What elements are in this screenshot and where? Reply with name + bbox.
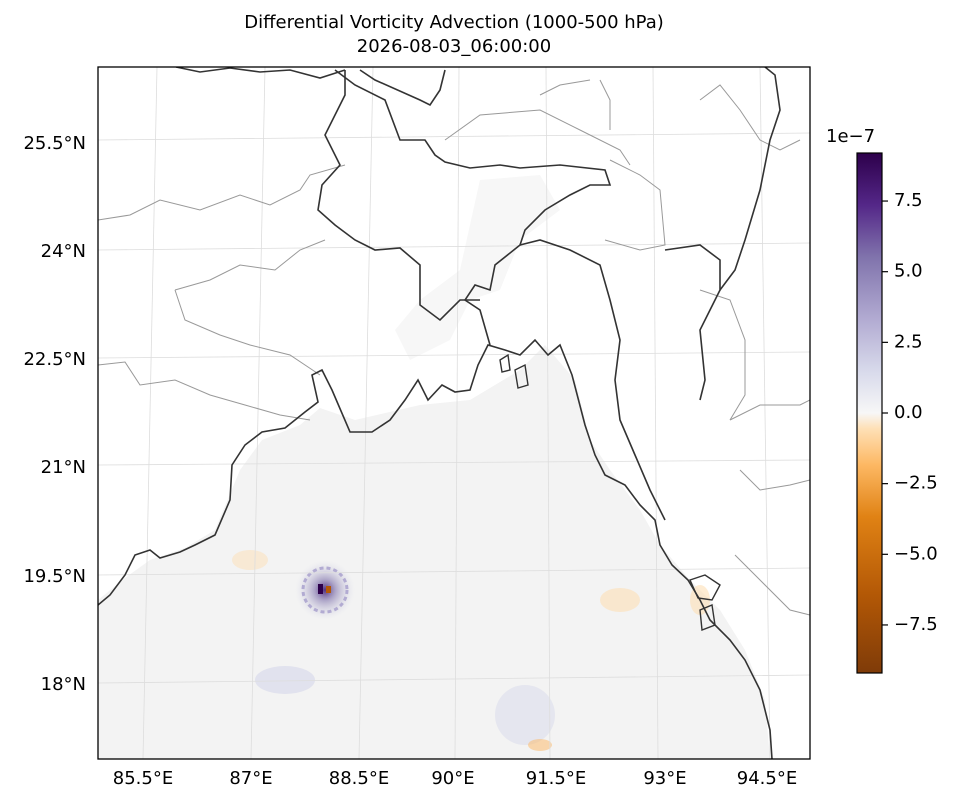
coastline-and-borders <box>98 67 781 759</box>
bangladesh-border <box>334 69 612 346</box>
delta-islands <box>499 353 721 631</box>
lat-label: 25.5°N <box>23 133 86 154</box>
map-frame <box>97 66 811 760</box>
land-field-shading <box>395 175 560 360</box>
map-panel <box>97 66 811 760</box>
sea-field-shading <box>98 345 770 759</box>
colorbar-tick-label: −5.0 <box>894 543 938 564</box>
lon-label: 87°E <box>229 768 272 789</box>
lon-label: 85.5°E <box>113 768 173 789</box>
lon-label: 88.5°E <box>329 768 389 789</box>
colorbar-tick-label: 5.0 <box>894 261 923 282</box>
lon-label: 94.5°E <box>737 768 797 789</box>
vorticity-features <box>232 550 710 751</box>
lat-axis: 25.5°N 24°N 22.5°N 21°N 19.5°N 18°N <box>23 133 86 695</box>
lat-label: 18°N <box>41 674 86 695</box>
colorbar: 1e−7 7.5 5.0 2.5 0.0 −2.5 −5.0 −7.5 <box>826 126 938 674</box>
chart-title: Differential Vorticity Advection (1000-5… <box>244 12 664 33</box>
coastline <box>98 338 773 759</box>
lat-label: 19.5°N <box>23 566 86 587</box>
chart-subtitle: 2026-08-03_06:00:00 <box>356 36 552 57</box>
colorbar-tick-label: −7.5 <box>894 614 938 635</box>
lon-label: 91.5°E <box>526 768 586 789</box>
colorbar-tick-label: 2.5 <box>894 331 923 352</box>
colorbar-bar <box>856 152 883 674</box>
lat-label: 21°N <box>41 457 86 478</box>
lon-axis: 85.5°E 87°E 88.5°E 90°E 91.5°E 93°E 94.5… <box>113 768 797 789</box>
colorbar-tick-label: −2.5 <box>894 473 938 494</box>
colorbar-multiplier: 1e−7 <box>826 126 875 147</box>
lat-label: 24°N <box>41 241 86 262</box>
colorbar-tick-label: 0.0 <box>894 402 923 423</box>
state-borders <box>98 79 810 616</box>
lon-label: 93°E <box>643 768 686 789</box>
lat-label: 22.5°N <box>23 349 86 370</box>
lon-label: 90°E <box>431 768 474 789</box>
colorbar-tick-label: 7.5 <box>894 190 923 211</box>
